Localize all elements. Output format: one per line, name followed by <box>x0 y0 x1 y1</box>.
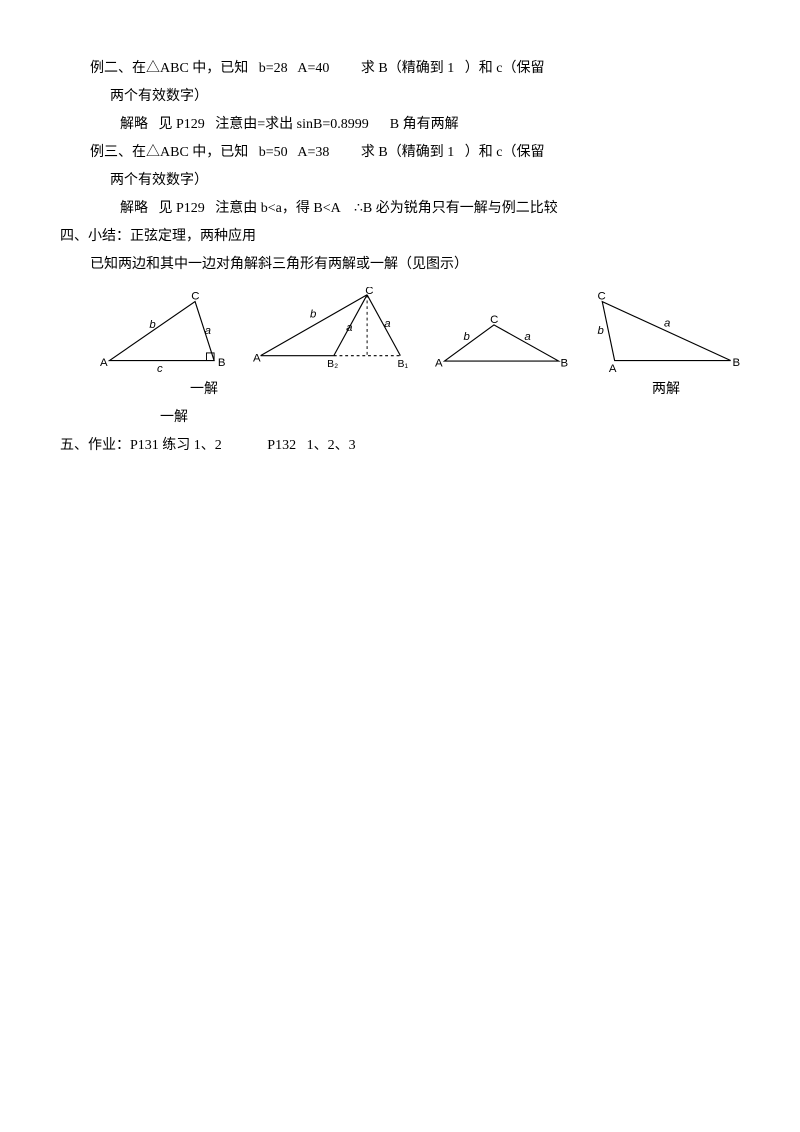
ex3-line1: 例三、在△ABC 中，已知 b=50 A=38 求 B（精确到 1 ）和 c（保… <box>60 139 740 167</box>
ex2-line3: 解略 见 P129 注意由=求出 sinB=0.8999 B 角有两解 <box>60 111 740 139</box>
caption-row-2: 一解 <box>60 404 740 432</box>
triangle-figure-2: A B₂ B₁ C b a a <box>253 287 415 372</box>
vertex-b-label: B <box>218 357 226 369</box>
figure-row: A B C b a c A B₂ B₁ C b a a A B C b a A … <box>100 287 740 372</box>
ex3-line2: 两个有效数字） <box>60 167 740 195</box>
vertex-c-label: C <box>191 292 199 303</box>
caption-one-solution: 一解 <box>190 376 218 404</box>
vertex-b1-label: B₁ <box>398 359 409 370</box>
side-b-label: b <box>597 325 603 337</box>
side-a1-label: a <box>384 318 390 330</box>
side-a-label: a <box>205 325 211 337</box>
triangle-figure-3: A B C b a <box>435 312 568 372</box>
section4-title: 四、小结：正弦定理，两种应用 <box>60 223 740 251</box>
ex3-line3: 解略 见 P129 注意由 b<a，得 B<A ∴B 必为锐角只有一解与例二比较 <box>60 195 740 223</box>
side-b-label: b <box>463 331 469 343</box>
side-a-label: a <box>524 331 530 343</box>
ex2-line2: 两个有效数字） <box>60 83 740 111</box>
vertex-a-label: A <box>609 363 617 372</box>
vertex-b2-label: B₂ <box>327 359 338 370</box>
vertex-c-label: C <box>597 292 605 303</box>
triangle-figure-4: A B C b a <box>588 292 740 372</box>
vertex-b-label: B <box>560 358 568 370</box>
side-a-label: a <box>664 317 670 329</box>
section5-homework: 五、作业：P131 练习 1、2 P132 1、2、3 <box>60 432 740 460</box>
section4-sub: 已知两边和其中一边对角解斜三角形有两解或一解（见图示） <box>60 251 740 279</box>
ex2-line1: 例二、在△ABC 中，已知 b=28 A=40 求 B（精确到 1 ）和 c（保… <box>60 55 740 83</box>
side-c-label: c <box>157 363 163 372</box>
caption-two-solutions: 两解 <box>652 376 680 404</box>
side-b-label: b <box>149 319 155 331</box>
triangle-figure-1: A B C b a c <box>100 292 233 372</box>
side-b-label: b <box>310 309 316 321</box>
vertex-b-label: B <box>732 357 740 369</box>
caption-row-1: 一解 两解 <box>60 376 740 404</box>
vertex-a-label: A <box>253 352 261 364</box>
vertex-a-label: A <box>100 357 108 369</box>
side-a2-label: a <box>346 322 352 334</box>
vertex-c-label: C <box>490 314 498 326</box>
vertex-c-label: C <box>365 287 373 297</box>
vertex-a-label: A <box>435 358 443 370</box>
